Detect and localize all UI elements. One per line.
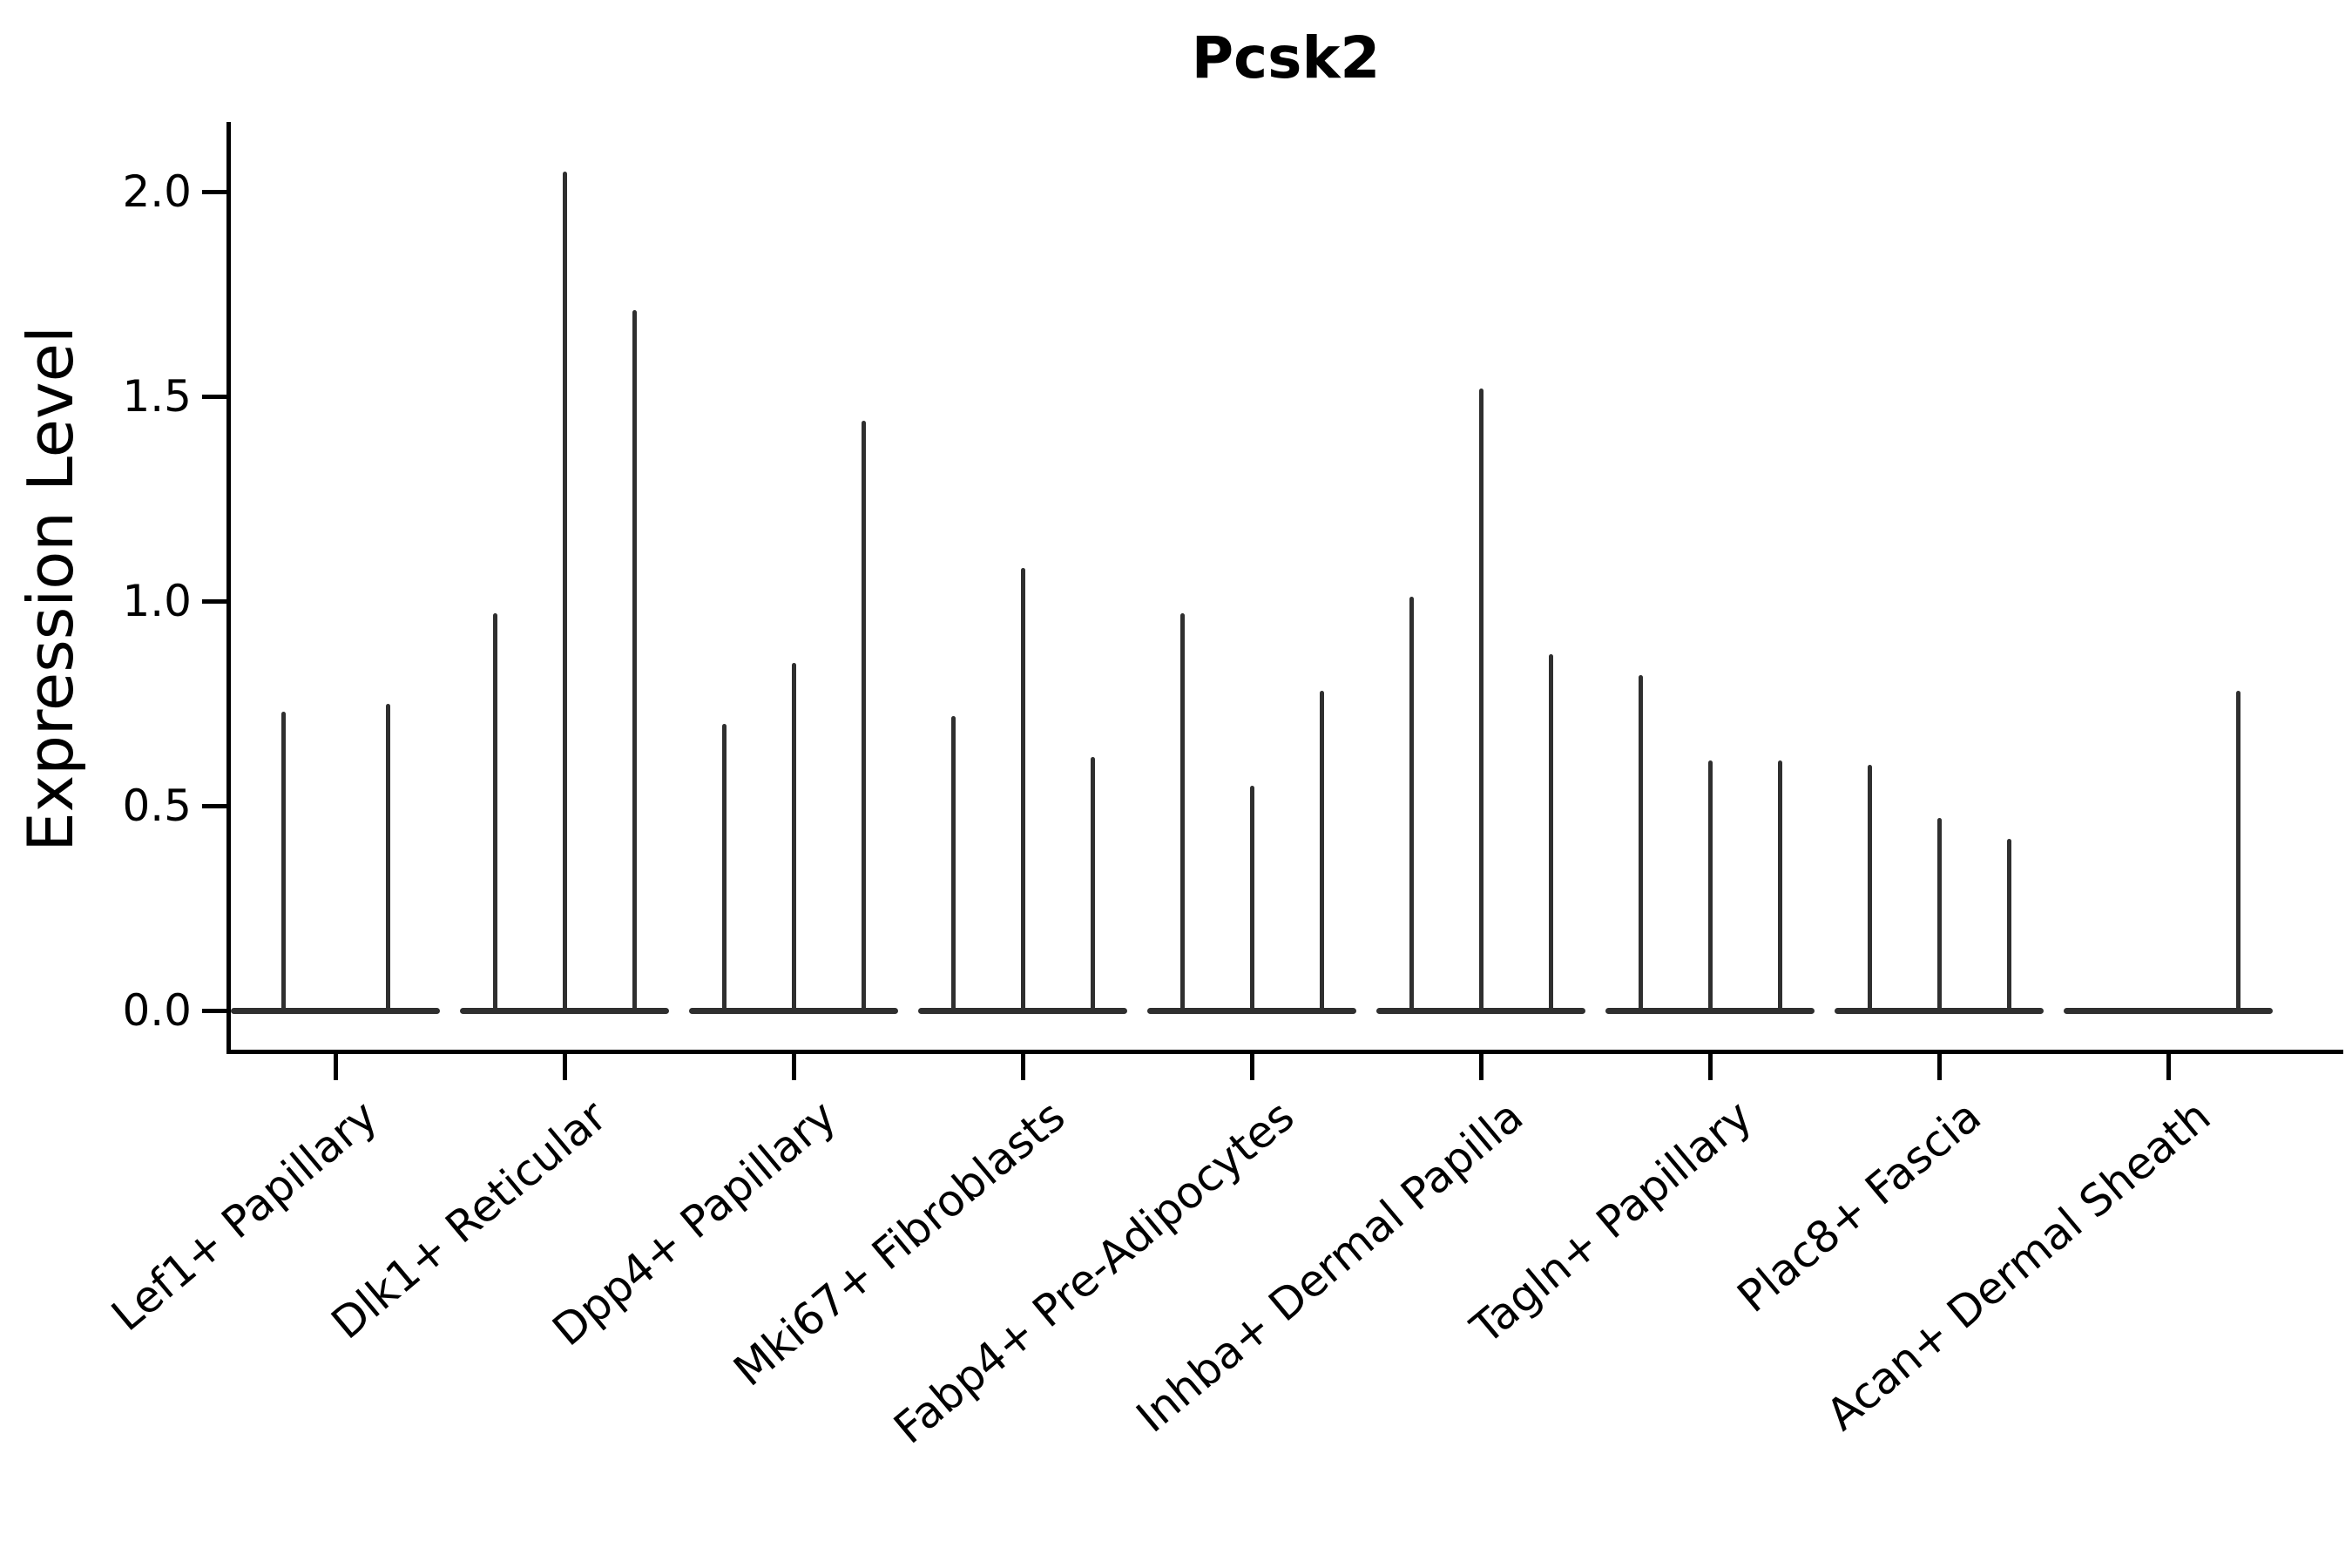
violin-spike <box>1707 760 1713 1010</box>
violin-zero-line <box>1835 1007 2044 1014</box>
x-tick-mark <box>1020 1054 1025 1080</box>
violin-spike <box>861 421 866 1010</box>
violin-zero-line <box>918 1007 1127 1014</box>
violin-spike <box>1179 613 1185 1010</box>
x-tick-mark <box>791 1054 796 1080</box>
y-axis-spine <box>226 122 231 1054</box>
violin-spike <box>1090 756 1095 1010</box>
y-tick-label: 1.0 <box>122 576 192 626</box>
violin-spike <box>1409 597 1414 1010</box>
violin-spike <box>1777 760 1782 1010</box>
violin-spike <box>1249 785 1254 1010</box>
violin-spike <box>791 662 796 1010</box>
y-tick-label: 2.0 <box>122 166 192 217</box>
x-tick-mark <box>562 1054 567 1080</box>
violin-zero-line <box>2064 1007 2273 1014</box>
y-tick-label: 1.5 <box>122 371 192 422</box>
y-tick-label: 0.0 <box>122 985 192 1036</box>
x-tick-mark <box>1936 1054 1942 1080</box>
violin-zero-line <box>231 1007 440 1014</box>
violin-zero-line <box>689 1007 898 1014</box>
x-category-label: Fabp4+ Pre-Adipocytes <box>884 1091 1304 1454</box>
violin-spike <box>721 724 727 1010</box>
violin-spike <box>1638 674 1643 1010</box>
violin-spike <box>280 711 286 1010</box>
y-tick-mark <box>202 394 226 399</box>
x-category-label: Acan+ Dermal Sheath <box>1816 1091 2220 1441</box>
violin-spike <box>1020 568 1025 1010</box>
violin-spike <box>385 703 390 1010</box>
violin-spike <box>632 310 637 1010</box>
y-tick-label: 0.5 <box>122 781 192 831</box>
y-tick-mark <box>202 598 226 604</box>
violin-zero-line <box>1147 1007 1356 1014</box>
y-tick-mark <box>202 803 226 808</box>
violin-zero-line <box>460 1007 669 1014</box>
violin-zero-line <box>1605 1007 1815 1014</box>
x-tick-mark <box>2166 1054 2171 1080</box>
violin-spike <box>492 613 497 1010</box>
violin-spike <box>1478 388 1484 1010</box>
y-tick-mark <box>202 189 226 194</box>
violin-spike <box>950 715 956 1010</box>
violin-spike <box>562 171 567 1010</box>
violin-spike <box>1548 654 1553 1010</box>
plot-title: Pcsk2 <box>1191 24 1381 91</box>
violin-spike <box>1867 765 1872 1010</box>
violin-spike <box>2006 838 2011 1010</box>
violin-spike <box>2235 691 2240 1010</box>
violin-zero-line <box>1376 1007 1585 1014</box>
violin-spike <box>1936 818 1942 1010</box>
x-tick-mark <box>1478 1054 1484 1080</box>
y-tick-mark <box>202 1008 226 1013</box>
x-tick-mark <box>333 1054 338 1080</box>
x-tick-mark <box>1249 1054 1254 1080</box>
violin-spike <box>1319 691 1324 1010</box>
x-axis-spine <box>226 1050 2343 1054</box>
x-category-label-anchor: Acan+ Dermal Sheath <box>1704 1091 2220 1440</box>
x-category-label: Inhba+ Dermal Papilla <box>1126 1091 1533 1443</box>
x-tick-mark <box>1707 1054 1713 1080</box>
